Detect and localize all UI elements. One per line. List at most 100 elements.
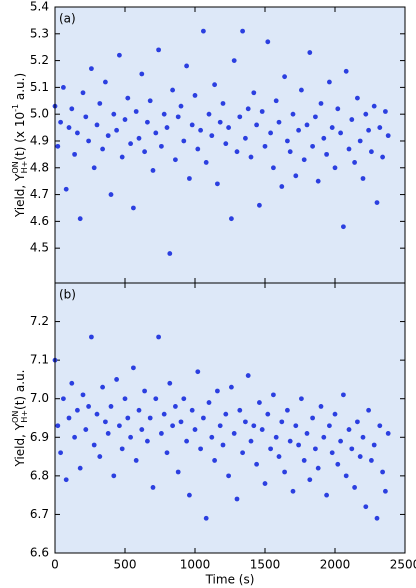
data-point [229, 384, 234, 390]
data-point [215, 388, 220, 394]
data-point [327, 423, 332, 429]
data-point [287, 149, 293, 155]
data-point [304, 122, 310, 128]
y-axis-label-part: (t) a.u. [13, 369, 27, 409]
data-point [243, 419, 248, 425]
data-point [187, 176, 192, 181]
plot-background [55, 283, 405, 553]
data-point [273, 434, 279, 440]
data-point [215, 181, 220, 187]
x-tick-label: 2500 [390, 558, 416, 572]
data-point [145, 438, 150, 444]
y-tick-label: 6.7 [30, 507, 49, 521]
data-point [198, 127, 204, 133]
data-point [357, 138, 363, 144]
data-point [184, 63, 190, 69]
data-point [296, 127, 301, 133]
y-axis-label: Yield, YONH+(t) (x 10-1 a.u.) [11, 73, 29, 218]
x-tick-label: 0 [51, 558, 59, 572]
data-point [338, 438, 343, 444]
data-point [321, 135, 327, 141]
data-point [63, 477, 69, 483]
data-point [262, 143, 268, 149]
data-point [181, 138, 187, 144]
data-point [161, 411, 167, 417]
y-tick-label: 5.0 [30, 107, 49, 121]
data-point [240, 28, 246, 34]
data-point [58, 119, 63, 125]
data-point [212, 458, 218, 463]
data-point [181, 396, 187, 402]
data-point [360, 434, 366, 440]
y-axis-label: Yield, YONH+(t) a.u. [11, 369, 29, 467]
data-point [366, 407, 371, 413]
data-point [276, 119, 282, 125]
data-point [72, 151, 77, 157]
data-point [173, 404, 178, 409]
data-point [262, 481, 268, 486]
data-point [332, 165, 338, 171]
data-point [380, 469, 385, 475]
y-tick-label: 4.9 [30, 133, 49, 147]
data-point [363, 111, 369, 117]
data-point [341, 392, 346, 398]
data-point [352, 485, 357, 490]
data-point [136, 135, 142, 141]
data-point [198, 446, 204, 452]
data-point [203, 515, 209, 521]
data-point [285, 407, 290, 413]
data-point [80, 90, 86, 96]
data-point [254, 461, 259, 467]
data-point [245, 106, 251, 112]
data-point [209, 434, 215, 440]
data-point [259, 427, 265, 432]
y-axis-label-part: H+ [20, 410, 29, 423]
data-point [136, 407, 142, 413]
data-point [80, 392, 86, 398]
data-point [217, 119, 223, 125]
data-point [164, 125, 170, 130]
data-point [290, 488, 296, 494]
data-point [324, 492, 329, 498]
data-point [103, 419, 108, 425]
data-point [55, 423, 61, 429]
y-axis-label-part: ON [11, 161, 20, 173]
data-point [69, 380, 75, 386]
data-point [83, 427, 89, 432]
data-point [212, 82, 218, 88]
data-point [175, 469, 181, 475]
data-point [94, 411, 100, 417]
data-point [290, 111, 296, 117]
data-point [377, 125, 383, 130]
data-point [234, 149, 240, 155]
data-point [374, 515, 380, 521]
x-tick-label: 1500 [250, 558, 281, 572]
data-point [131, 365, 136, 371]
data-point [66, 415, 72, 421]
data-point [178, 419, 184, 425]
data-point [237, 407, 243, 413]
data-point [268, 130, 273, 136]
data-point [307, 50, 313, 55]
data-point [349, 446, 355, 452]
data-point [156, 334, 162, 340]
data-point [299, 87, 304, 93]
data-point [131, 205, 136, 211]
data-point [184, 438, 190, 444]
data-point [119, 446, 125, 452]
data-point [114, 127, 119, 133]
data-point [366, 127, 371, 133]
data-point [251, 423, 257, 429]
data-point [128, 141, 134, 147]
data-point [231, 58, 237, 63]
panel-label: (b) [59, 288, 76, 302]
data-point [201, 415, 206, 421]
y-axis-label-part: Yield, Y [13, 422, 27, 467]
data-point [170, 87, 176, 93]
data-point [248, 438, 254, 444]
y-axis-label-part: a.u.) [13, 73, 27, 104]
data-point [217, 423, 223, 429]
data-point [61, 396, 66, 402]
data-point [150, 485, 156, 490]
y-axis-label-part: ON [11, 411, 20, 423]
